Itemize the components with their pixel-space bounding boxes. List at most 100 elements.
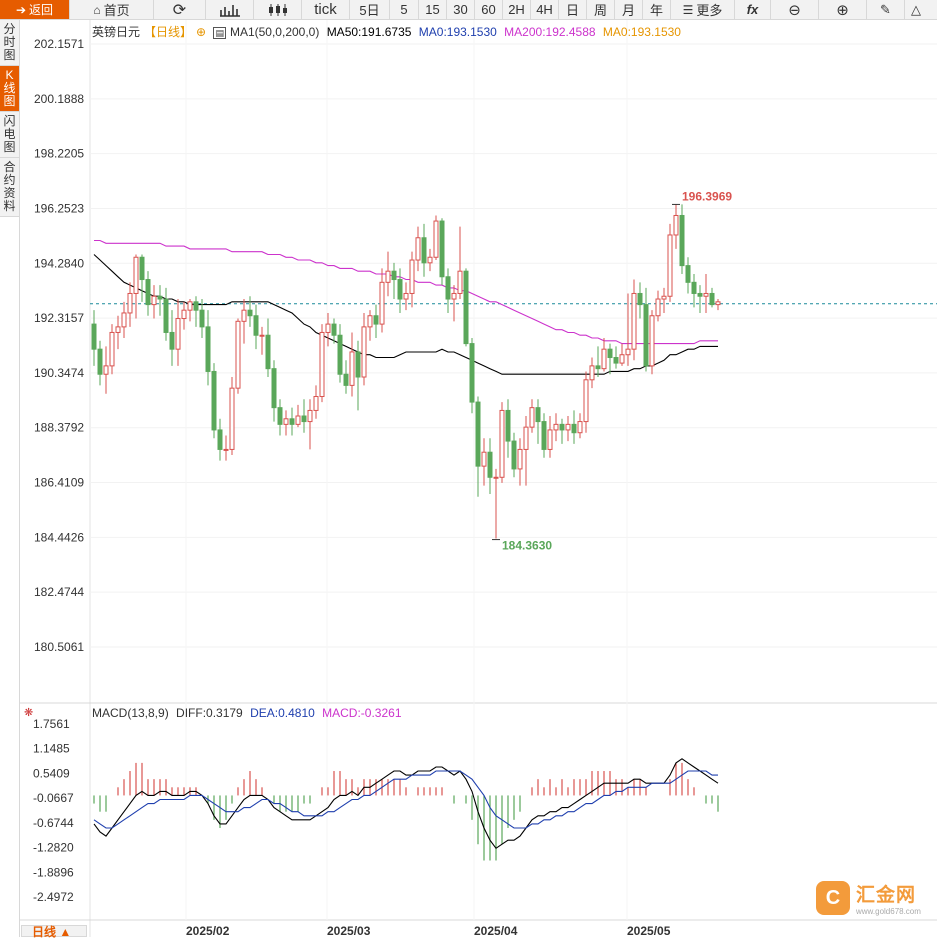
candle-body: [613, 357, 619, 364]
candle-body: [571, 423, 577, 434]
candle-body: [397, 279, 403, 300]
ma200-line: [94, 239, 718, 345]
macd-settings-icon[interactable]: ❋: [24, 707, 34, 719]
tick-button[interactable]: tick: [302, 0, 350, 19]
candle-body: [193, 301, 199, 311]
macd-tick-label: 0.5409: [33, 766, 70, 780]
candle-body: [373, 315, 379, 325]
macd-tick-label: -0.6744: [33, 816, 74, 830]
period-year[interactable]: 年: [643, 0, 671, 19]
period-15min[interactable]: 15: [419, 0, 447, 19]
candle-body: [361, 326, 367, 378]
candle-body: [127, 292, 133, 314]
back-arrow-icon: ➔: [15, 2, 27, 17]
candle-body: [535, 407, 541, 423]
candle-body: [349, 351, 355, 386]
period-week[interactable]: 周: [587, 0, 615, 19]
period-4h[interactable]: 4H: [531, 0, 559, 19]
candle-body: [619, 354, 625, 364]
ma0-value: MA0:193.1530: [418, 25, 497, 39]
ma-icon[interactable]: ▤: [213, 27, 226, 39]
high-annotation: 196.3969: [682, 189, 732, 203]
candle-body: [505, 409, 511, 442]
formula-button[interactable]: fx: [735, 0, 771, 19]
zoom-in-button[interactable]: ⊕: [819, 0, 867, 19]
period-selector[interactable]: 日线 ▲: [21, 925, 87, 938]
price-tick-label: 184.4426: [34, 530, 84, 544]
indicator-button[interactable]: [206, 0, 254, 19]
candle-body: [673, 214, 679, 236]
candle-body: [337, 334, 343, 375]
period-month[interactable]: 月: [615, 0, 643, 19]
price-tick-label: 202.1571: [34, 37, 84, 51]
candle-body: [133, 256, 139, 294]
candle-body: [253, 315, 259, 336]
candle-body: [679, 214, 685, 267]
candle-body: [199, 309, 205, 328]
candle-body: [445, 276, 451, 300]
candle-body: [157, 295, 163, 300]
candle-body: [421, 237, 427, 264]
price-tick-label: 182.4744: [34, 585, 84, 599]
price-tick-label: 200.1888: [34, 92, 84, 106]
candle-body: [121, 312, 127, 328]
candle-body: [271, 368, 277, 409]
candle-type-button[interactable]: [254, 0, 302, 19]
macd-dea-line: [93, 770, 718, 829]
candle-body: [709, 292, 715, 306]
home-button[interactable]: ⌂ 首页: [70, 0, 154, 19]
candle-body: [103, 365, 109, 375]
period-5day[interactable]: 5日: [350, 0, 390, 19]
candle-body: [211, 370, 217, 431]
candle-body: [385, 270, 391, 283]
candle-body: [391, 270, 397, 281]
candle-body: [379, 281, 385, 325]
tab-timeshare[interactable]: 分时图: [0, 20, 19, 66]
period-30min[interactable]: 30: [447, 0, 475, 19]
collapse-button[interactable]: △: [905, 0, 927, 19]
candle-body: [565, 423, 571, 431]
period-2h[interactable]: 2H: [503, 0, 531, 19]
watermark-name: 汇金网: [856, 885, 917, 906]
candle-body: [457, 270, 463, 294]
candle-body: [433, 220, 439, 258]
menu-icon: ☰: [682, 2, 694, 17]
macd-tick-label: -1.8896: [33, 865, 74, 879]
candle-body: [589, 365, 595, 381]
candle-body: [415, 237, 421, 261]
zoom-out-icon: ⊖: [788, 1, 801, 19]
candle-body: [241, 309, 247, 322]
candle-body: [223, 448, 229, 451]
more-button[interactable]: ☰ 更多: [671, 0, 735, 19]
settings-icon[interactable]: ⊕: [196, 25, 207, 39]
candle-body: [247, 309, 253, 317]
period-5min[interactable]: 5: [390, 0, 419, 19]
candle-body: [607, 348, 613, 359]
zoom-out-button[interactable]: ⊖: [771, 0, 819, 19]
price-tick-label: 198.2205: [34, 147, 84, 161]
toolbar: ➔ 返回 ⌂ 首页 ⟳ tick 5日 5 15 30 60 2H 4H 日 周…: [0, 0, 937, 20]
candle-body: [691, 281, 697, 294]
tab-kline[interactable]: K线图: [0, 66, 19, 112]
candle-body: [481, 451, 487, 467]
time-tick-label: 2025/04: [474, 924, 518, 937]
tab-contract-info[interactable]: 合约资料: [0, 158, 19, 217]
tab-flash[interactable]: 闪电图: [0, 112, 19, 158]
candle-body: [145, 279, 151, 306]
back-button[interactable]: ➔ 返回: [0, 0, 70, 19]
candle-body: [259, 334, 265, 337]
refresh-button[interactable]: ⟳: [154, 0, 206, 19]
chart-bars-icon: [219, 4, 240, 17]
candle-body: [109, 331, 115, 367]
candle-body: [685, 265, 691, 283]
candle-body: [289, 418, 295, 425]
draw-button[interactable]: ✎: [867, 0, 905, 19]
candle-body: [331, 323, 337, 336]
price-tick-label: 194.2840: [34, 256, 84, 270]
price-tick-label: 196.2523: [34, 201, 84, 215]
period-day[interactable]: 日: [559, 0, 587, 19]
candle-body: [625, 348, 631, 356]
candle-body: [313, 396, 319, 411]
period-60min[interactable]: 60: [475, 0, 503, 19]
